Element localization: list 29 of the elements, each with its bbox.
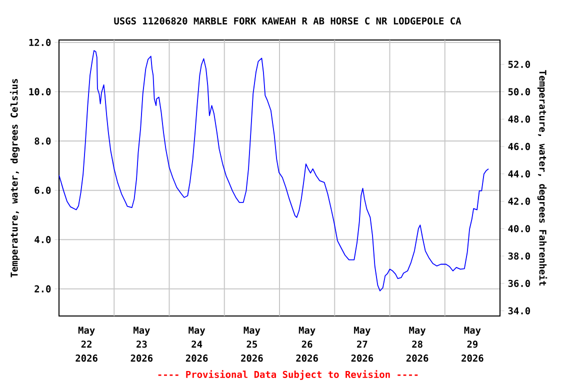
y2-tick-label: 38.0 xyxy=(508,252,530,260)
y2-tick-label: 42.0 xyxy=(508,198,530,205)
x-tick-label: May 25 2026 xyxy=(241,326,263,362)
y2-tick-label: 44.0 xyxy=(508,170,530,178)
x-tick-label: May 26 2026 xyxy=(296,326,318,362)
y-tick-label: 6.0 xyxy=(34,186,51,194)
y2-tick-label: 48.0 xyxy=(508,116,530,123)
y2-tick-label: 50.0 xyxy=(508,88,530,96)
y-tick-label: 2.0 xyxy=(34,285,51,292)
y2-tick-label: 46.0 xyxy=(508,142,530,150)
x-tick-label: May 24 2026 xyxy=(186,326,208,362)
chart-title: USGS 11206820 MARBLE FORK KAWEAH R AB HORSE C NR LODGEPOLE CA xyxy=(114,17,462,24)
y2-tick-label: 40.0 xyxy=(508,225,530,232)
line-series xyxy=(59,50,489,292)
x-tick-label: May 29 2026 xyxy=(462,326,484,362)
y-tick-label: 8.0 xyxy=(34,137,51,145)
x-tick-label: May 23 2026 xyxy=(130,326,153,362)
x-tick-label: May 22 2026 xyxy=(76,326,98,362)
y2-axis-title: Temperature, water, degrees Fahrenheit xyxy=(537,70,548,286)
text: ---- Provisional Data Subject to Revision ---- xyxy=(158,370,418,380)
x-tick-label: May 27 2026 xyxy=(351,326,374,362)
y-tick-label: 4.0 xyxy=(34,236,51,244)
y-axis-title: Temperature, water, degrees Celsius xyxy=(10,79,20,278)
x-tick-label: May 28 2026 xyxy=(406,326,428,362)
y2-tick-label: 36.0 xyxy=(508,280,530,287)
y-tick-label: 12.0 xyxy=(29,38,51,46)
y2-tick-label: 52.0 xyxy=(508,60,530,68)
y2-tick-label: 34.0 xyxy=(508,307,530,314)
y-tick-label: 10.0 xyxy=(29,88,51,96)
